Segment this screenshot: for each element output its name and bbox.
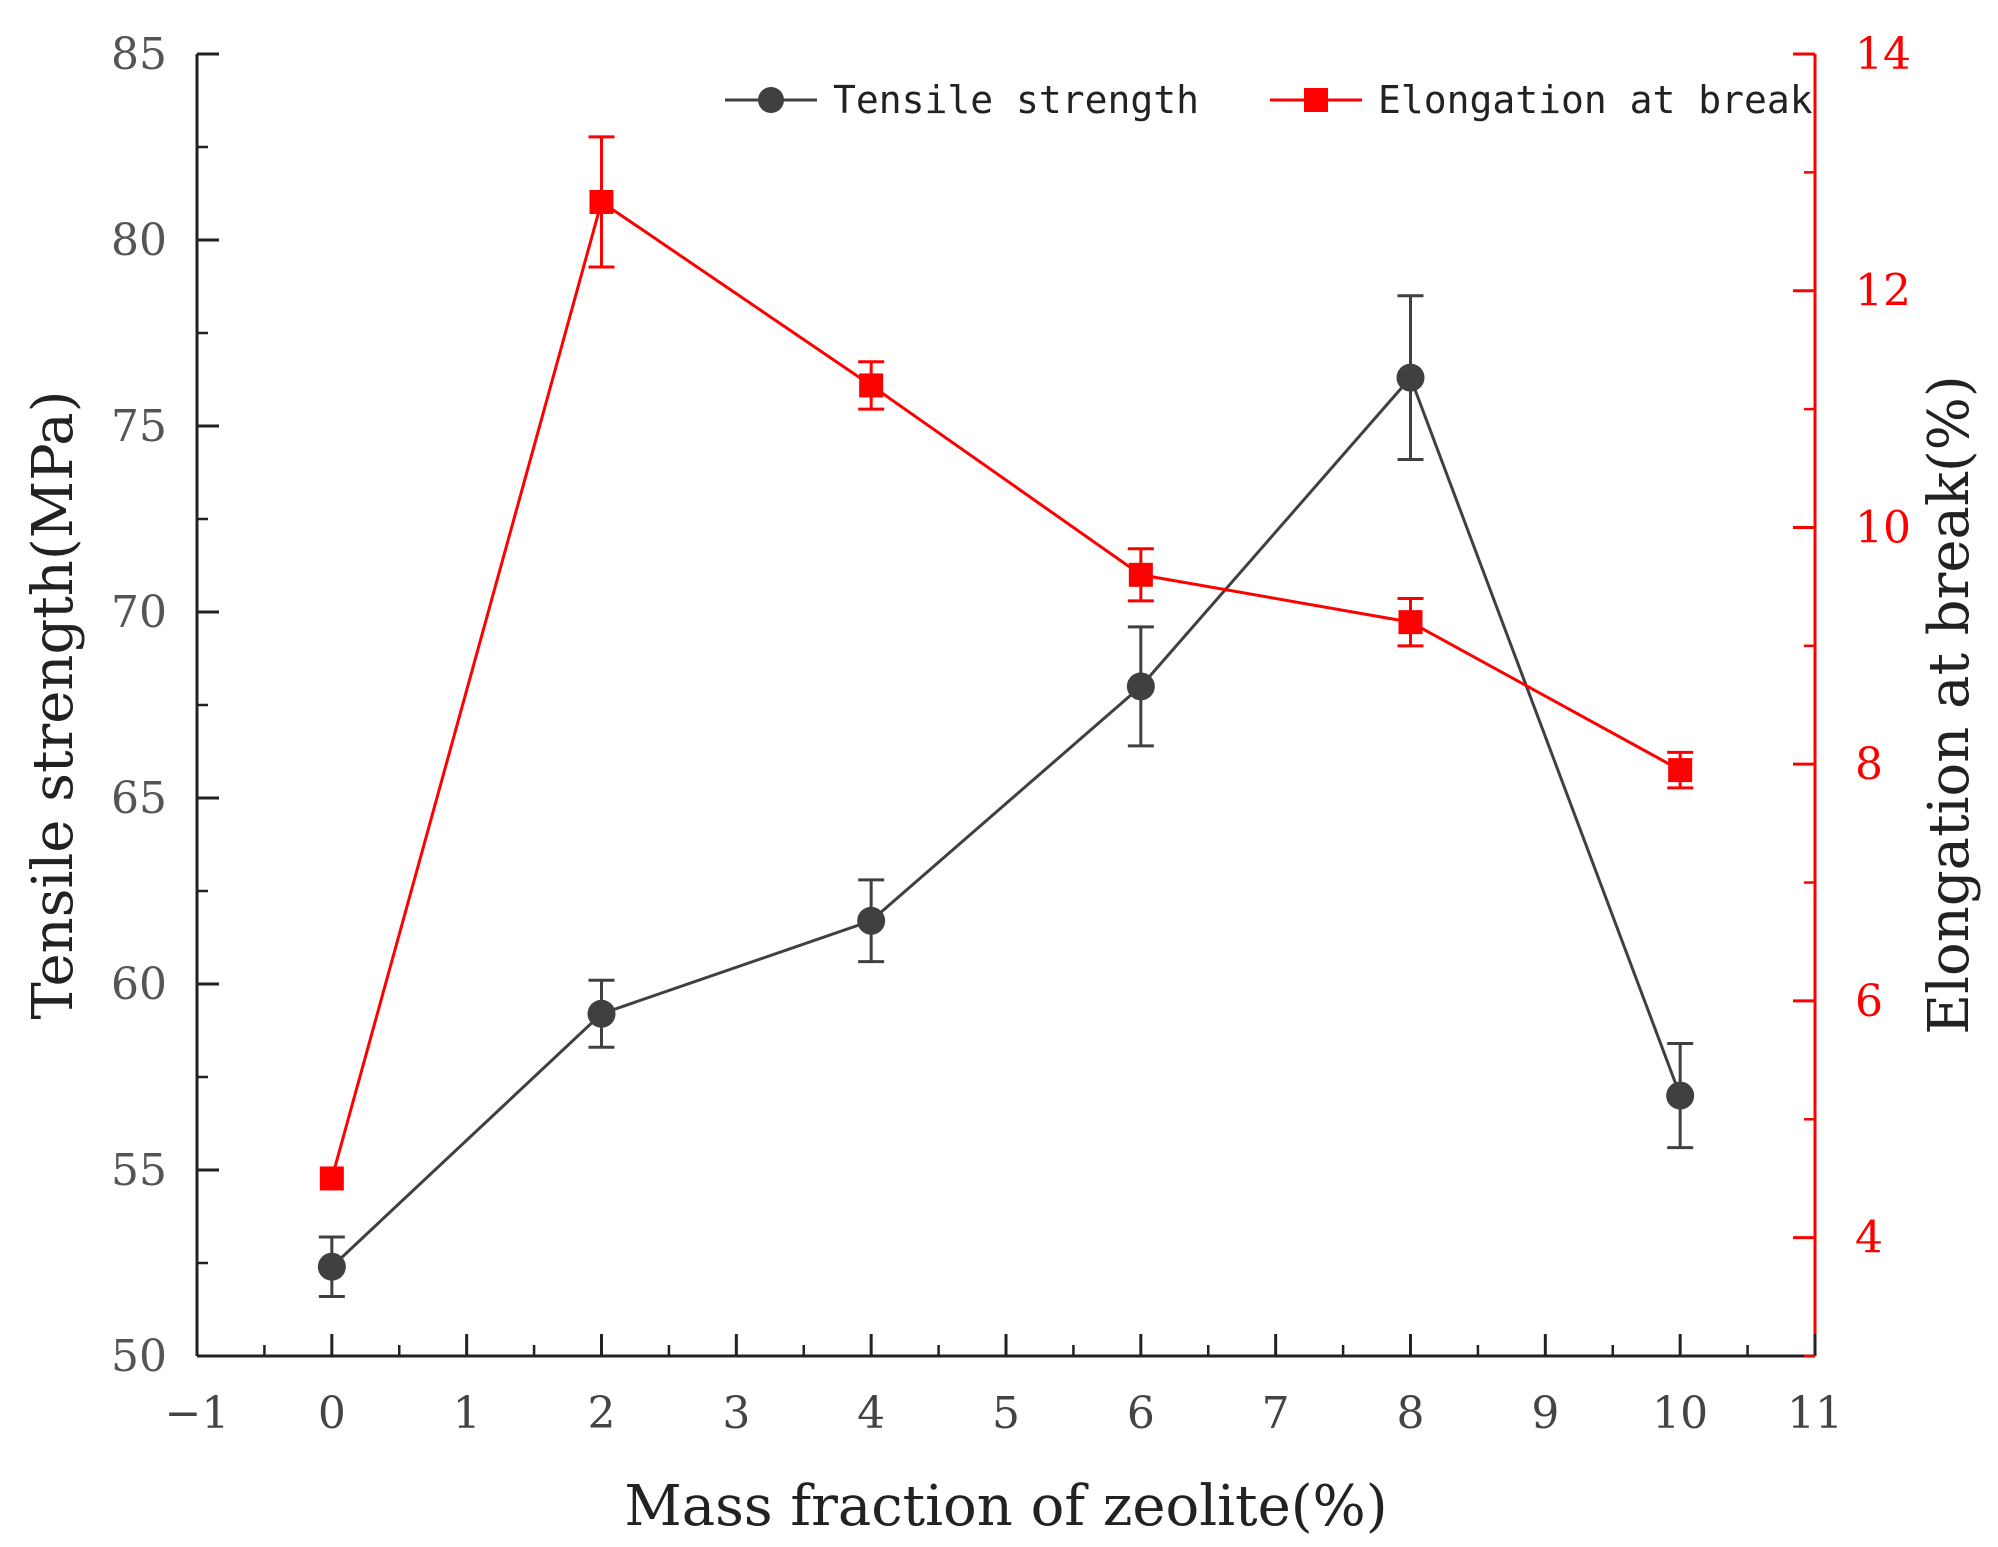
legend-label: Elongation at break [1378, 78, 1813, 122]
x-tick-label: 10 [1652, 1388, 1708, 1439]
data-point [1396, 363, 1425, 392]
data-point [1126, 672, 1155, 701]
y2-tick-label: 6 [1855, 976, 1883, 1027]
legend-item: Tensile strength [725, 78, 1199, 122]
y-tick-label: 65 [111, 773, 167, 824]
legend: Tensile strength Elongation at break [725, 78, 1813, 122]
x-tick-label: 5 [992, 1388, 1020, 1439]
y2-tick-label: 12 [1855, 266, 1911, 317]
data-point [1668, 758, 1693, 783]
x-tick-label: 3 [722, 1388, 750, 1439]
data-point [857, 906, 886, 935]
series-line [330, 199, 1681, 1179]
x-tick-label: 1 [453, 1388, 481, 1439]
y-tick-label: 70 [111, 587, 167, 638]
x-tick-label: 6 [1127, 1388, 1155, 1439]
legend-marker [758, 87, 784, 113]
series-tensile-strength [317, 294, 1695, 1298]
y-tick-label: 60 [111, 959, 167, 1010]
data-point [859, 373, 884, 398]
y2-axis-title: Elongation at break(%) [1917, 375, 1982, 1034]
data-point [1666, 1081, 1695, 1110]
x-tick-label: 9 [1531, 1388, 1559, 1439]
data-point [1398, 610, 1423, 635]
y2-tick-label: 4 [1855, 1213, 1883, 1264]
x-axis-title: Mass fraction of zeolite(%) [624, 1474, 1387, 1539]
data-point [317, 1252, 346, 1281]
data-point [1128, 562, 1153, 587]
y-tick-label: 85 [111, 29, 167, 80]
x-tick-label: 2 [588, 1388, 616, 1439]
x-tick-label: −1 [165, 1388, 230, 1439]
legend-marker [1304, 88, 1328, 112]
x-tick-label: 11 [1787, 1388, 1843, 1439]
x-tick-label: 0 [318, 1388, 346, 1439]
y-axis-title: Tensile strength(MPa) [21, 391, 86, 1020]
x-tick-label: 4 [857, 1388, 885, 1439]
legend-label: Tensile strength [833, 78, 1199, 122]
series-group [317, 135, 1695, 1298]
data-point [319, 1166, 344, 1191]
x-tick-label: 7 [1262, 1388, 1290, 1439]
data-point [589, 189, 614, 214]
y2-tick-label: 10 [1855, 502, 1911, 553]
series-line [330, 374, 1682, 1268]
x-tick-label: 8 [1397, 1388, 1425, 1439]
y-tick-label: 75 [111, 401, 167, 452]
y-tick-label: 55 [111, 1145, 167, 1196]
series-elongation-at-break [319, 135, 1694, 1191]
y-tick-label: 80 [111, 215, 167, 266]
y2-tick-label: 8 [1855, 739, 1883, 790]
y-tick-label: 50 [111, 1331, 167, 1382]
data-point [587, 999, 616, 1028]
y2-tick-label: 14 [1855, 29, 1911, 80]
axes-group: −1 0 1 2 3 4 5 6 7 8 9 10 11505560657075808546810121… [21, 29, 1982, 1539]
legend-item: Elongation at break [1270, 78, 1813, 122]
